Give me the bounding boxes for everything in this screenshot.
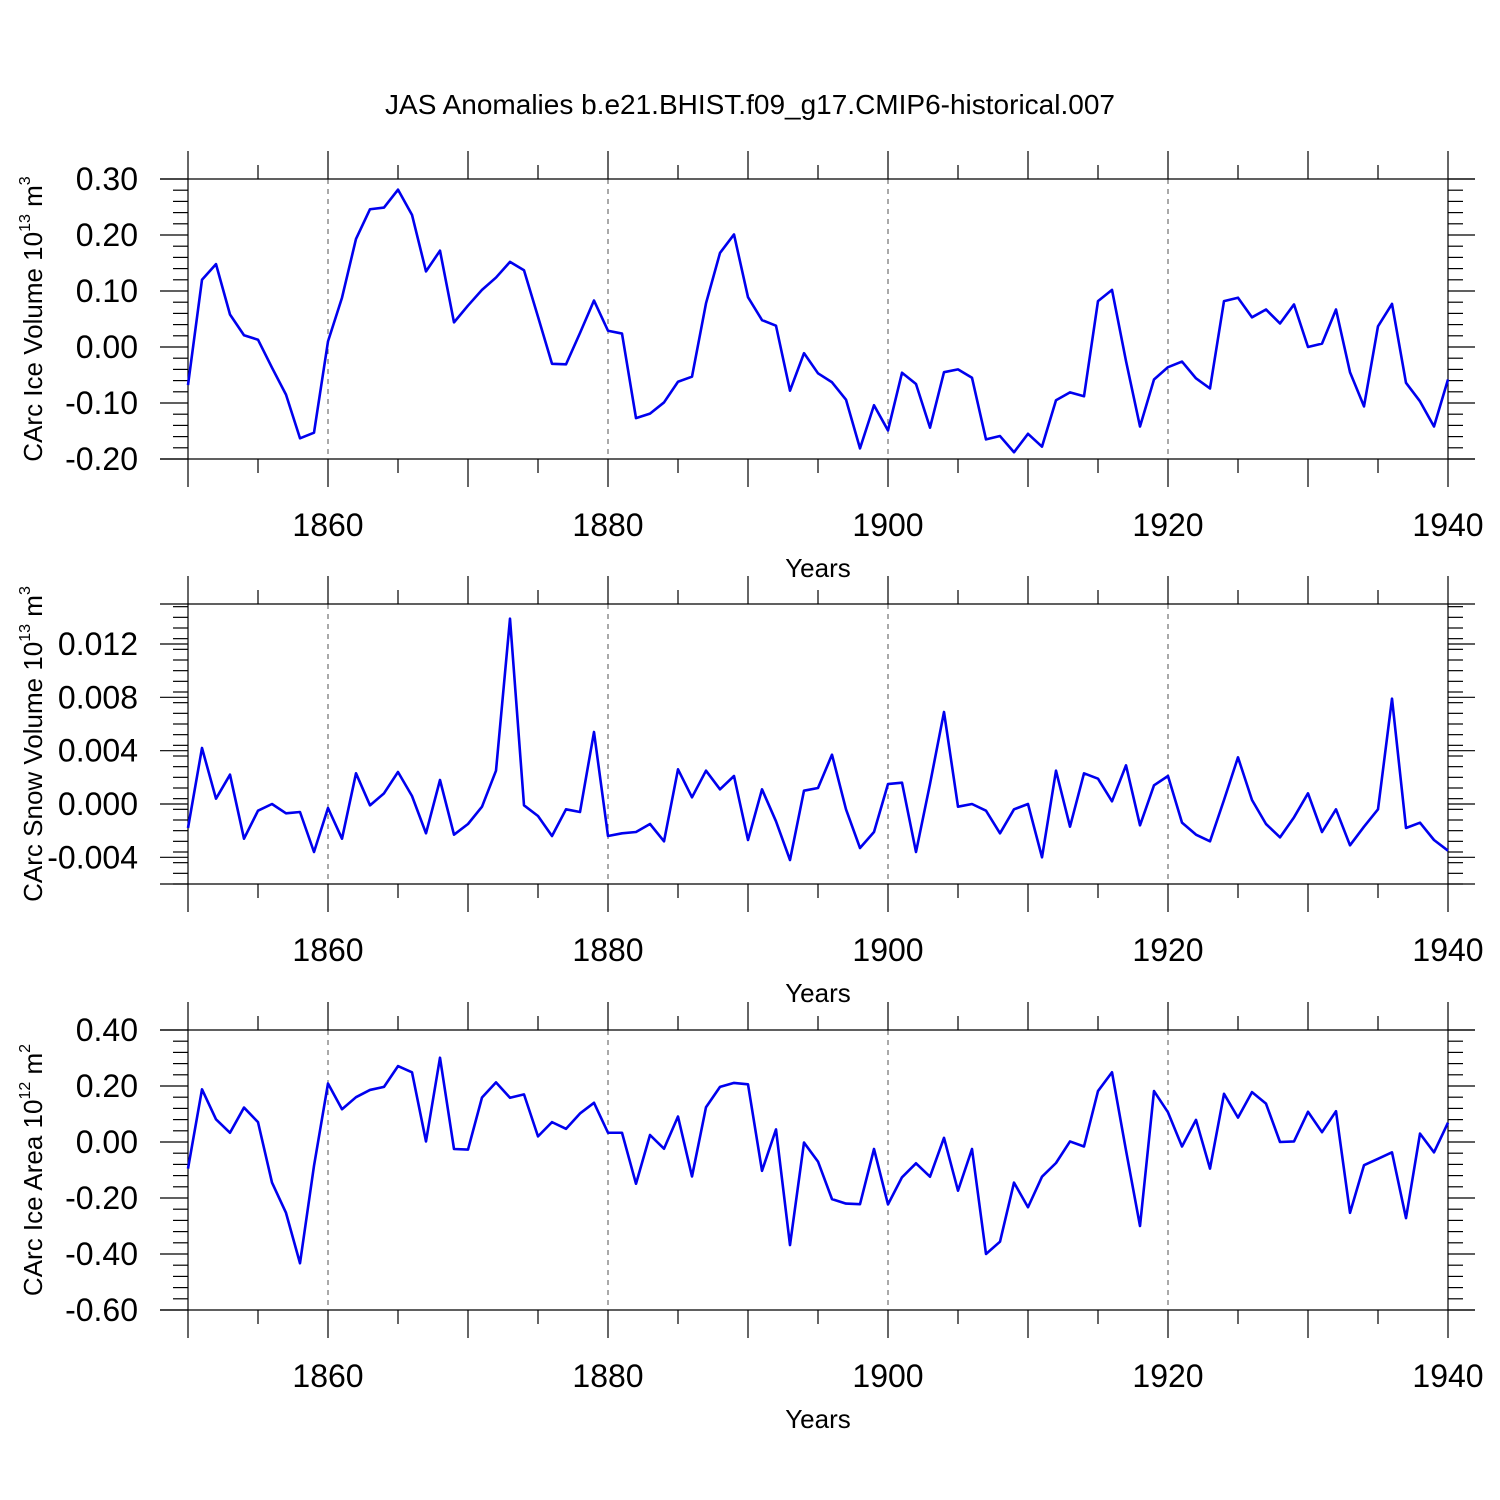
- y-axis-title-unit: m: [18, 185, 48, 214]
- x-tick-label: 1940: [1412, 1358, 1483, 1394]
- series-line-1: [186, 188, 1450, 454]
- x-tick-label: 1900: [852, 932, 923, 968]
- x-tick-label: 1920: [1132, 932, 1203, 968]
- y-tick-label: 0.012: [58, 626, 138, 662]
- y-tick-label: 0.40: [76, 1012, 138, 1048]
- y-tick-label: 0.30: [76, 161, 138, 197]
- y-axis-title-exp: 13: [17, 214, 34, 232]
- chart-panel-2: -0.004 0.000 0.004 0.008 0.012 1860 1880 1900 19…: [17, 576, 1484, 1008]
- x-tick-label: 1920: [1132, 1358, 1203, 1394]
- x-tick-label: 1900: [852, 507, 923, 543]
- y-axis-title-unit-exp: 3: [17, 586, 34, 595]
- y-axis-title-text: CArc Ice Area 10: [18, 1100, 48, 1297]
- x-tick-label: 1860: [292, 507, 363, 543]
- series-line-1: [186, 617, 1449, 862]
- y-axis-title-unit: m: [18, 1053, 48, 1082]
- x-axis-title: Years: [785, 1404, 851, 1434]
- x-tick-label: 1940: [1412, 507, 1483, 543]
- x-tick-label: 1860: [292, 1358, 363, 1394]
- y-tick-label: -0.004: [47, 839, 138, 875]
- y-axis-title-unit: m: [18, 595, 48, 624]
- y-tick-label: -0.20: [65, 441, 138, 477]
- x-axis-title: Years: [785, 553, 851, 583]
- y-axis-title: CArc Ice Area 1012 m2: [17, 1044, 48, 1296]
- y-axis-title-unit-exp: 2: [17, 1044, 34, 1053]
- y-tick-label: 0.20: [76, 1068, 138, 1104]
- chart-panel-3: -0.60 -0.40 -0.20 0.00 0.20 0.40 1860 1880 1900 1…: [17, 1002, 1484, 1434]
- y-axis-title: CArc Ice Volume 1013 m3: [17, 176, 48, 461]
- y-tick-label: 0.00: [76, 329, 138, 365]
- x-tick-label: 1860: [292, 932, 363, 968]
- x-tick-label: 1900: [852, 1358, 923, 1394]
- x-tick-label: 1940: [1412, 932, 1483, 968]
- y-axis-title-exp: 13: [17, 624, 34, 642]
- x-tick-label: 1880: [572, 1358, 643, 1394]
- y-tick-label: -0.10: [65, 385, 138, 421]
- y-axis-title-text: CArc Ice Volume 10: [18, 232, 48, 462]
- y-tick-label: -0.60: [65, 1292, 138, 1328]
- y-tick-label: -0.20: [65, 1180, 138, 1216]
- y-tick-label: -0.40: [65, 1236, 138, 1272]
- y-axis-title-text: CArc Snow Volume 10: [18, 642, 48, 902]
- figure-title: JAS Anomalies b.e21.BHIST.f09_g17.CMIP6-…: [385, 89, 1115, 120]
- y-tick-label: 0.20: [76, 217, 138, 253]
- y-tick-label: 0.10: [76, 273, 138, 309]
- x-tick-label: 1880: [572, 932, 643, 968]
- y-tick-label: 0.000: [58, 786, 138, 822]
- series-line-1: [186, 1056, 1450, 1265]
- x-axis-title: Years: [785, 978, 851, 1008]
- x-tick-label: 1880: [572, 507, 643, 543]
- chart-panel-1: -0.20 -0.10 0.00 0.10 0.20 0.30 1860 1880 1900 19…: [17, 151, 1484, 583]
- y-axis-title-exp: 12: [17, 1082, 34, 1100]
- y-tick-label: 0.008: [58, 679, 138, 715]
- y-tick-label: 0.00: [76, 1124, 138, 1160]
- y-axis-title: CArc Snow Volume 1013 m3: [17, 586, 48, 902]
- x-tick-label: 1920: [1132, 507, 1203, 543]
- y-tick-label: 0.004: [58, 733, 138, 769]
- y-axis-title-unit-exp: 3: [17, 176, 34, 185]
